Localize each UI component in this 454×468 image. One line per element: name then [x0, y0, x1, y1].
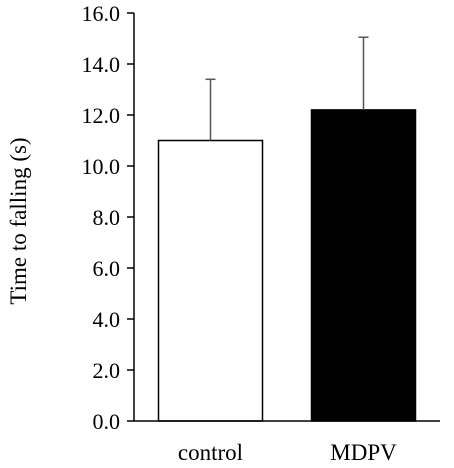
y-tick-label: 6.0: [93, 256, 121, 281]
y-tick-label: 8.0: [93, 205, 121, 230]
y-axis-label: Time to falling (s): [6, 137, 31, 304]
y-tick-label: 10.0: [82, 154, 121, 179]
x-category-label: control: [178, 440, 243, 465]
y-tick-label: 16.0: [82, 1, 121, 26]
y-tick-label: 12.0: [82, 103, 121, 128]
bar-control: [157, 139, 264, 422]
bar-mdpv: [310, 109, 417, 422]
y-tick-label: 14.0: [82, 52, 121, 77]
bars-layer: [157, 109, 417, 422]
y-tick-label: 0.0: [93, 409, 121, 434]
error-bars-layer: [205, 36, 369, 141]
x-category-label: MDPV: [330, 440, 397, 465]
y-tick-label: 2.0: [93, 358, 121, 383]
y-tick-label: 4.0: [93, 307, 121, 332]
y-ticks-layer: 0.0 2.0 4.0 6.0 8.0 10.0 12.0 14.0 16.0: [82, 1, 134, 434]
category-labels-layer: control MDPV: [178, 440, 397, 465]
